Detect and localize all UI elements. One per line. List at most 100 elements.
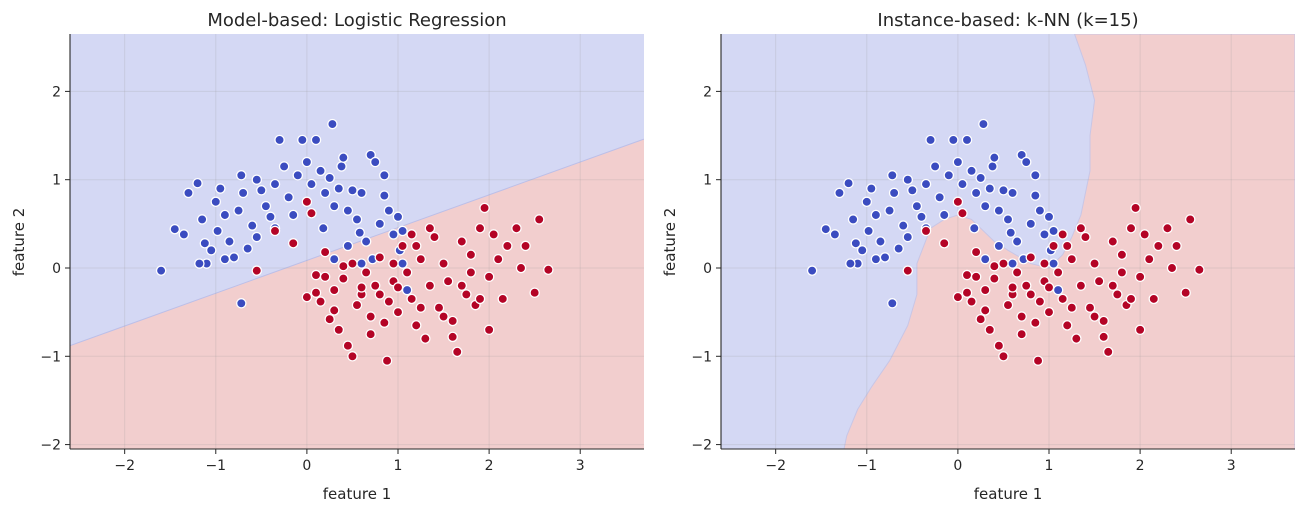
data-point-class-1: [520, 240, 531, 252]
data-point-class-1: [1011, 267, 1023, 278]
data-point-class-0: [342, 205, 354, 216]
data-point-class-1: [410, 320, 422, 331]
data-point-class-1: [374, 252, 386, 263]
data-point-class-0: [356, 258, 367, 269]
data-point-class-0: [943, 170, 955, 181]
data-point-class-1: [1116, 267, 1128, 278]
data-point-class-0: [875, 236, 886, 247]
data-point-class-1: [374, 289, 386, 300]
data-point-class-1: [433, 302, 445, 313]
data-point-class-0: [336, 161, 347, 172]
data-point-class-1: [1057, 229, 1068, 240]
data-point-class-0: [236, 170, 247, 181]
data-point-class-0: [843, 177, 854, 189]
data-point-class-1: [383, 296, 395, 307]
data-point-class-1: [287, 238, 299, 249]
data-point-class-1: [1020, 280, 1032, 291]
data-point-class-1: [1066, 302, 1078, 313]
data-point-class-1: [447, 331, 458, 343]
x-tick-label: 3: [576, 458, 585, 474]
data-point-class-0: [969, 223, 980, 234]
data-point-class-0: [887, 298, 898, 309]
data-point-class-0: [961, 134, 973, 146]
left-plot-area: −2 −1 0 1 2 3 −2 −1 0 1 2: [40, 34, 644, 474]
data-point-class-0: [870, 209, 882, 221]
data-point-class-1: [379, 317, 390, 328]
data-point-class-0: [292, 170, 304, 181]
data-point-class-1: [1084, 302, 1096, 313]
data-point-class-1: [301, 196, 313, 208]
data-point-class-0: [1048, 258, 1059, 269]
data-point-class-0: [866, 183, 877, 194]
data-point-class-0: [856, 245, 868, 256]
data-point-class-1: [306, 207, 317, 219]
data-point-class-1: [397, 240, 408, 252]
data-point-class-1: [1007, 282, 1018, 293]
y-tick-label: 1: [703, 173, 712, 189]
data-point-class-0: [1011, 236, 1023, 247]
x-tick-label: −1: [856, 458, 877, 474]
data-point-class-1: [483, 324, 495, 336]
data-point-class-0: [194, 258, 205, 269]
data-point-class-0: [870, 253, 882, 265]
data-point-class-0: [907, 185, 918, 196]
data-point-class-1: [957, 207, 968, 219]
data-point-class-1: [1143, 253, 1155, 265]
data-point-class-1: [989, 260, 1000, 272]
data-point-class-1: [902, 265, 914, 276]
data-point-class-1: [920, 225, 932, 237]
data-point-class-1: [356, 282, 367, 293]
data-point-class-1: [392, 306, 404, 318]
data-point-class-0: [966, 165, 977, 177]
data-point-class-1: [1180, 287, 1191, 298]
data-point-class-1: [324, 313, 335, 325]
data-point-class-0: [979, 253, 991, 265]
data-point-class-1: [1025, 252, 1037, 263]
data-point-class-1: [979, 305, 991, 316]
data-point-class-1: [1093, 275, 1105, 287]
data-point-class-1: [1134, 271, 1146, 283]
data-point-class-1: [1071, 333, 1082, 344]
right-chart-panel: Instance-based: k-NN (k=15) feature 1 fe…: [661, 10, 1295, 503]
data-point-class-1: [310, 287, 322, 298]
data-point-class-1: [1075, 223, 1087, 234]
data-point-class-0: [219, 253, 231, 265]
data-point-class-1: [1194, 264, 1205, 276]
data-point-class-1: [952, 196, 964, 208]
data-point-class-1: [388, 258, 399, 269]
data-point-class-0: [879, 252, 891, 263]
data-point-class-0: [236, 298, 247, 309]
data-point-class-0: [1025, 218, 1037, 230]
data-point-class-0: [224, 236, 235, 247]
y-tick-label: 2: [52, 84, 61, 100]
data-point-class-0: [978, 118, 989, 130]
data-point-class-1: [502, 240, 513, 252]
data-point-class-1: [497, 293, 509, 305]
data-point-class-1: [511, 223, 522, 234]
data-point-class-1: [961, 269, 973, 281]
data-point-class-0: [256, 185, 267, 196]
data-point-class-0: [902, 174, 914, 185]
data-point-class-0: [401, 284, 413, 296]
data-point-class-0: [863, 225, 874, 237]
data-point-class-0: [911, 200, 923, 212]
data-point-class-1: [1134, 324, 1146, 336]
data-point-class-0: [975, 172, 986, 184]
data-point-class-1: [1102, 346, 1114, 358]
data-point-class-1: [269, 225, 281, 237]
data-point-class-1: [1153, 240, 1164, 252]
x-tick-label: 1: [394, 458, 403, 474]
data-point-class-0: [178, 229, 190, 240]
data-point-class-0: [374, 218, 386, 230]
data-point-class-0: [215, 183, 226, 194]
data-point-class-0: [379, 170, 390, 181]
data-point-class-0: [228, 252, 240, 263]
data-point-class-0: [1048, 225, 1059, 237]
data-point-class-1: [410, 240, 422, 252]
data-point-class-1: [543, 264, 554, 276]
data-point-class-0: [242, 243, 253, 254]
data-point-class-1: [424, 280, 436, 291]
data-point-class-1: [365, 328, 376, 340]
data-point-class-1: [1089, 311, 1100, 322]
